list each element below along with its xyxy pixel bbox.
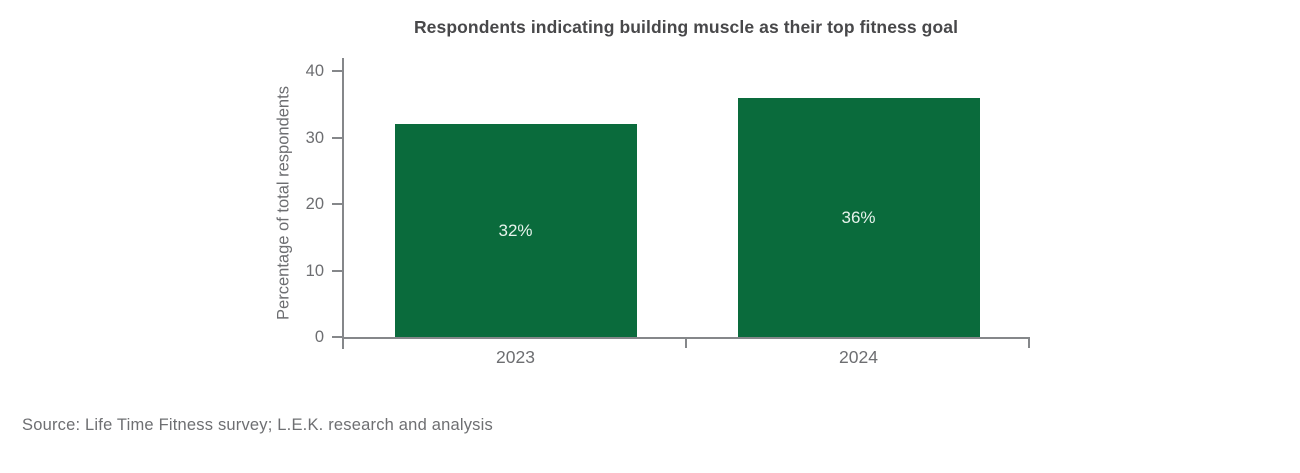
y-tick-label: 0 <box>314 328 324 346</box>
y-axis-line <box>342 58 344 349</box>
plot-area: 32% 36% <box>344 71 1030 337</box>
x-axis-tick-right <box>1028 339 1030 348</box>
y-tick-label: 40 <box>305 62 324 80</box>
y-tick-mark <box>332 203 342 205</box>
source-note: Source: Life Time Fitness survey; L.E.K.… <box>22 416 493 434</box>
y-axis-ticks: 0 10 20 30 40 <box>252 62 342 346</box>
bar-2024: 36% <box>737 98 980 337</box>
y-tick-label: 20 <box>305 195 324 213</box>
y-tick-0: 0 <box>252 326 342 348</box>
y-tick-20: 20 <box>252 193 342 215</box>
x-category-2023: 2023 <box>496 347 535 367</box>
y-tick-label: 10 <box>305 262 324 280</box>
y-tick-40: 40 <box>252 60 342 82</box>
x-axis-category-labels: 2023 2024 <box>344 347 1030 368</box>
x-axis-tick-middle <box>685 339 687 348</box>
bar-slot-2024: 36% <box>687 71 1030 337</box>
chart-title: Respondents indicating building muscle a… <box>413 17 959 37</box>
y-tick-10: 10 <box>252 260 342 282</box>
bar-value-label-2024: 36% <box>841 207 876 227</box>
y-tick-mark <box>332 336 342 338</box>
bar-value-label-2023: 32% <box>498 220 533 240</box>
y-tick-mark <box>332 70 342 72</box>
bar-slot-2023: 32% <box>344 71 687 337</box>
y-tick-30: 30 <box>252 127 342 149</box>
x-axis-line <box>342 337 1030 339</box>
bar-2023: 32% <box>394 124 637 337</box>
x-axis-tick-left <box>342 339 344 348</box>
y-tick-label: 30 <box>305 129 324 147</box>
y-tick-mark <box>332 137 342 139</box>
x-category-2024: 2024 <box>839 347 878 367</box>
y-tick-mark <box>332 270 342 272</box>
